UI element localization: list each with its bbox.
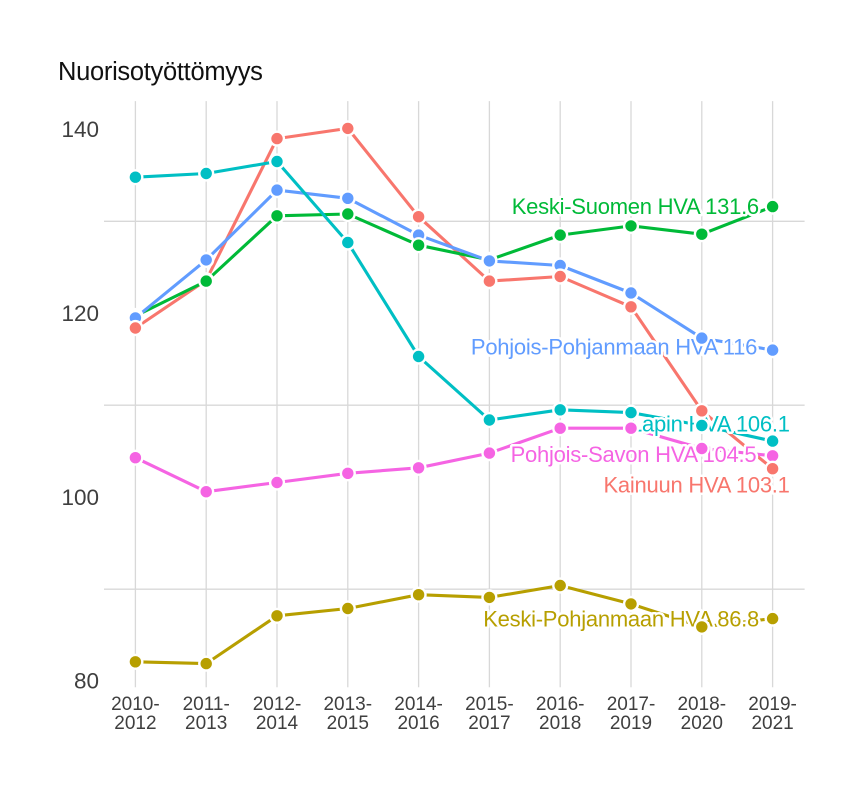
svg-text:2013-: 2013- [323, 694, 372, 715]
svg-text:2012-: 2012- [253, 694, 302, 715]
svg-text:100: 100 [61, 485, 99, 510]
svg-text:Kainuun HVA 103.1: Kainuun HVA 103.1 [604, 473, 790, 498]
svg-text:2019-: 2019- [748, 694, 797, 715]
svg-text:2013: 2013 [185, 713, 227, 734]
svg-text:Nuorisotyöttömyys: Nuorisotyöttömyys [58, 58, 263, 86]
svg-text:2011-: 2011- [183, 694, 230, 715]
svg-text:Pohjois-Pohjanmaan HVA 116: Pohjois-Pohjanmaan HVA 116 [471, 335, 757, 360]
svg-text:2016-: 2016- [536, 694, 585, 715]
svg-text:140: 140 [61, 117, 99, 142]
svg-text:2021: 2021 [751, 713, 793, 734]
svg-text:2014-: 2014- [394, 694, 443, 715]
svg-text:Lapin HVA 106.1: Lapin HVA 106.1 [630, 412, 790, 437]
svg-text:Pohjois-Savon HVA 104.5: Pohjois-Savon HVA 104.5 [511, 442, 757, 467]
svg-text:80: 80 [74, 669, 99, 694]
svg-text:2016: 2016 [397, 713, 439, 734]
svg-text:2018: 2018 [539, 713, 581, 734]
svg-text:Keski-Suomen HVA 131.6: Keski-Suomen HVA 131.6 [512, 194, 759, 219]
svg-text:2018-: 2018- [677, 694, 726, 715]
svg-text:2017: 2017 [468, 713, 510, 734]
svg-text:2017-: 2017- [607, 694, 656, 715]
svg-text:2014: 2014 [256, 713, 299, 734]
svg-text:2012: 2012 [114, 713, 156, 734]
svg-text:2020: 2020 [681, 713, 723, 734]
svg-text:2015-: 2015- [465, 694, 514, 715]
svg-text:2010-: 2010- [111, 694, 160, 715]
svg-text:2015: 2015 [327, 713, 369, 734]
svg-text:120: 120 [61, 301, 99, 326]
svg-text:2019: 2019 [610, 713, 652, 734]
svg-text:Keski-Pohjanmaan HVA 86.8: Keski-Pohjanmaan HVA 86.8 [483, 606, 759, 631]
